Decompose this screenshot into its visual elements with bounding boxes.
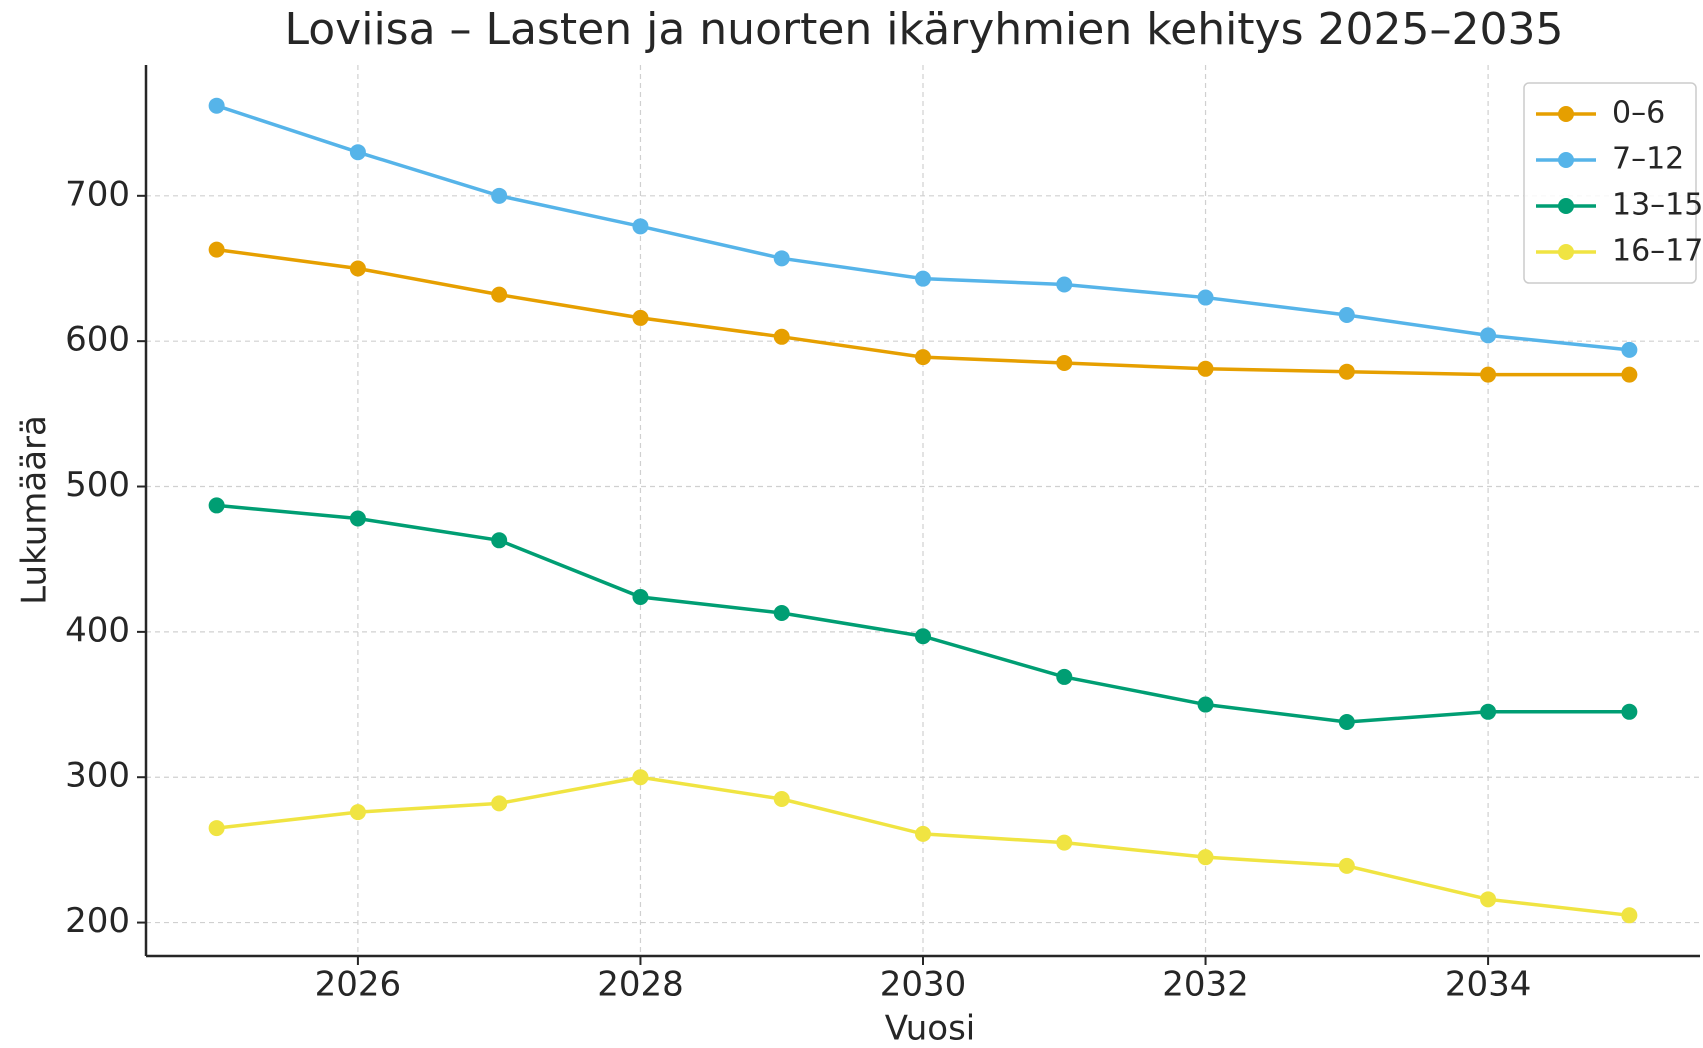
y-axis-label: Lukumäärä [15,415,55,605]
data-point [491,532,508,549]
x-tick-label: 2034 [1445,965,1532,1005]
y-tick-label: 400 [65,610,130,650]
legend-label: 7–12 [1612,142,1684,177]
data-point [1621,341,1638,358]
data-point [632,218,649,235]
x-tick-label: 2032 [1162,965,1249,1005]
y-tick-label: 300 [65,756,130,796]
legend-marker [1558,106,1574,122]
data-point [491,795,508,812]
y-tick-label: 700 [65,174,130,214]
y-tick-label: 500 [65,465,130,505]
data-point [349,144,366,161]
y-tick-label: 600 [65,320,130,360]
x-axis-label: Vuosi [885,1009,975,1048]
data-point [1338,307,1355,324]
data-point [1056,276,1073,293]
data-point [1621,907,1638,924]
data-point [1197,849,1214,866]
y-tick-label: 200 [65,901,130,941]
data-point [1480,703,1497,720]
data-point [208,820,225,837]
x-tick-label: 2026 [315,965,402,1005]
data-point [632,769,649,786]
legend-label: 16–17 [1612,234,1703,269]
legend-label: 13–15 [1612,188,1703,223]
data-point [1480,891,1497,908]
data-point [773,604,790,621]
data-point [915,349,931,366]
chart-title: Loviisa – Lasten ja nuorten ikäryhmien k… [285,4,1564,55]
data-point [349,260,366,277]
data-point [915,825,931,842]
data-point [773,250,790,267]
data-point [632,588,649,605]
legend-marker [1558,152,1574,168]
data-point [915,628,931,645]
data-point [773,328,790,345]
data-point [208,241,225,258]
data-point [1621,703,1638,720]
legend-marker [1558,198,1574,214]
data-point [1197,289,1214,306]
data-point [349,804,366,821]
data-point [1338,857,1355,874]
data-point [491,187,508,204]
data-point [349,510,366,527]
data-point [1056,668,1073,685]
data-point [1197,696,1214,713]
data-point [1480,366,1497,383]
x-tick-label: 2028 [597,965,684,1005]
legend-box [1523,82,1697,284]
data-point [632,309,649,326]
data-point [208,497,225,514]
x-tick-label: 2030 [880,965,967,1005]
data-point [1056,834,1073,851]
data-point [1338,713,1355,730]
legend-label: 0–6 [1612,96,1665,131]
data-point [1056,354,1073,371]
data-point [208,97,225,114]
data-point [1621,366,1638,383]
data-point [773,791,790,808]
data-point [915,270,931,287]
data-point [1338,363,1355,380]
data-point [1197,360,1214,377]
data-point [491,286,508,303]
legend-marker [1558,244,1574,260]
data-point [1480,327,1497,344]
